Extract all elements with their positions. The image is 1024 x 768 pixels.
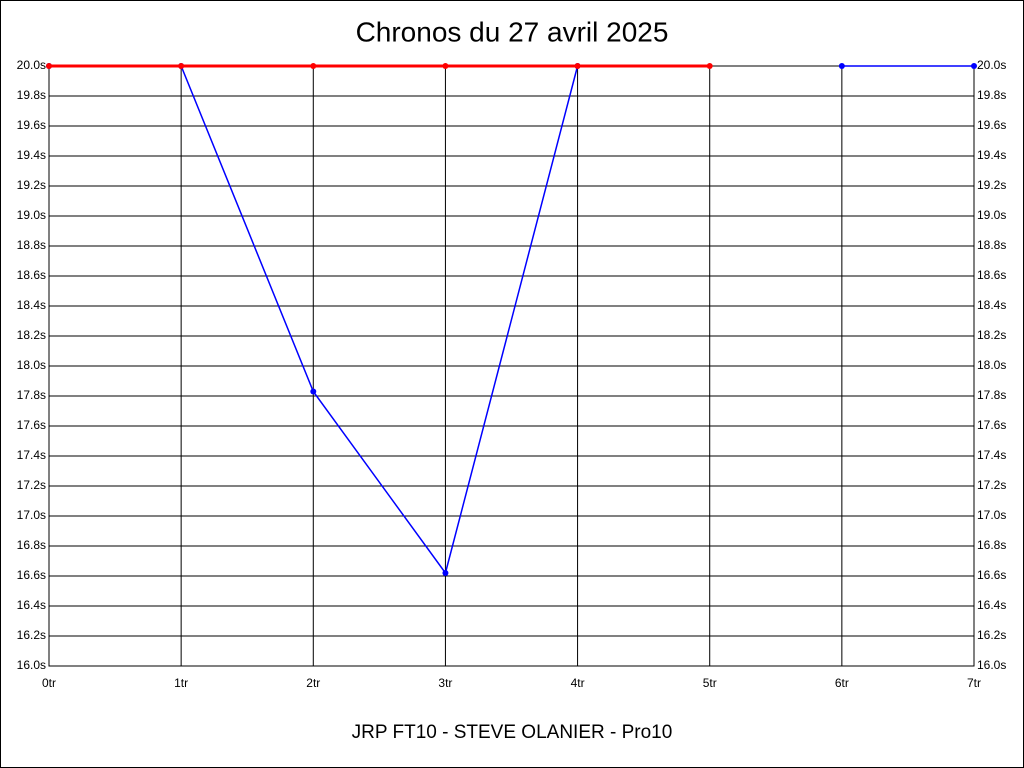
y2-tick-label: 19.0s: [977, 208, 1006, 222]
x-tick-label: 3tr: [438, 676, 452, 690]
y2-tick-label: 16.0s: [977, 658, 1006, 672]
y2-tick-label: 16.6s: [977, 568, 1006, 582]
x-tick-label: 1tr: [174, 676, 188, 690]
y-tick-label: 17.2s: [17, 478, 46, 492]
y2-tick-label: 19.4s: [977, 148, 1006, 162]
y2-tick-label: 19.6s: [977, 118, 1006, 132]
y-tick-label: 20.0s: [17, 58, 46, 72]
x-tick-label: 5tr: [703, 676, 717, 690]
point: [442, 63, 449, 69]
y2-tick-label: 20.0s: [977, 58, 1006, 72]
x-tick-label: 7tr: [967, 676, 981, 690]
y2-tick-label: 17.4s: [977, 448, 1006, 462]
y2-tick-label: 16.2s: [977, 628, 1006, 642]
y-tick-label: 16.0s: [17, 658, 46, 672]
point: [442, 570, 449, 576]
y2-tick-label: 17.6s: [977, 418, 1006, 432]
y-tick-label: 18.4s: [17, 298, 46, 312]
y-tick-label: 18.2s: [17, 328, 46, 342]
y-tick-label: 18.6s: [17, 268, 46, 282]
y-tick-label: 17.4s: [17, 448, 46, 462]
point: [310, 388, 317, 395]
y2-tick-label: 19.8s: [977, 88, 1006, 102]
y-tick-label: 19.2s: [17, 178, 46, 192]
point: [838, 63, 845, 69]
y-tick-label: 19.8s: [17, 88, 46, 102]
x-tick-label: 0tr: [42, 676, 56, 690]
point: [46, 63, 52, 69]
y-tick-label: 19.0s: [17, 208, 46, 222]
y2-tick-label: 18.2s: [977, 328, 1006, 342]
y-tick-label: 17.8s: [17, 388, 46, 402]
point: [310, 63, 317, 69]
x-tick-label: 6tr: [835, 676, 849, 690]
y-tick-label: 19.4s: [17, 148, 46, 162]
y-tick-label: 16.8s: [17, 538, 46, 552]
point: [706, 63, 713, 69]
y-tick-label: 18.0s: [17, 358, 46, 372]
y2-tick-label: 16.8s: [977, 538, 1006, 552]
x-tick-label: 4tr: [571, 676, 585, 690]
x-axis-label: JRP FT10 - STEVE OLANIER - Pro10: [352, 722, 673, 743]
y-tick-label: 17.0s: [17, 508, 46, 522]
chart-title: Chronos du 27 avril 2025: [356, 16, 669, 47]
y-tick-label: 19.6s: [17, 118, 46, 132]
point: [574, 63, 581, 69]
y2-tick-label: 18.4s: [977, 298, 1006, 312]
y-tick-label: 16.2s: [17, 628, 46, 642]
y2-tick-label: 17.2s: [977, 478, 1006, 492]
y2-tick-label: 18.6s: [977, 268, 1006, 282]
point: [178, 63, 185, 69]
y2-tick-label: 19.2s: [977, 178, 1006, 192]
y2-tick-label: 18.8s: [977, 238, 1006, 252]
y-tick-label: 16.6s: [17, 568, 46, 582]
y2-tick-label: 17.0s: [977, 508, 1006, 522]
x-tick-label: 2tr: [306, 676, 320, 690]
y-tick-label: 16.4s: [17, 598, 46, 612]
y2-tick-label: 17.8s: [977, 388, 1006, 402]
y2-tick-label: 18.0s: [977, 358, 1006, 372]
point: [971, 63, 977, 69]
y-tick-label: 17.6s: [17, 418, 46, 432]
y2-tick-label: 16.4s: [977, 598, 1006, 612]
y-tick-label: 18.8s: [17, 238, 46, 252]
